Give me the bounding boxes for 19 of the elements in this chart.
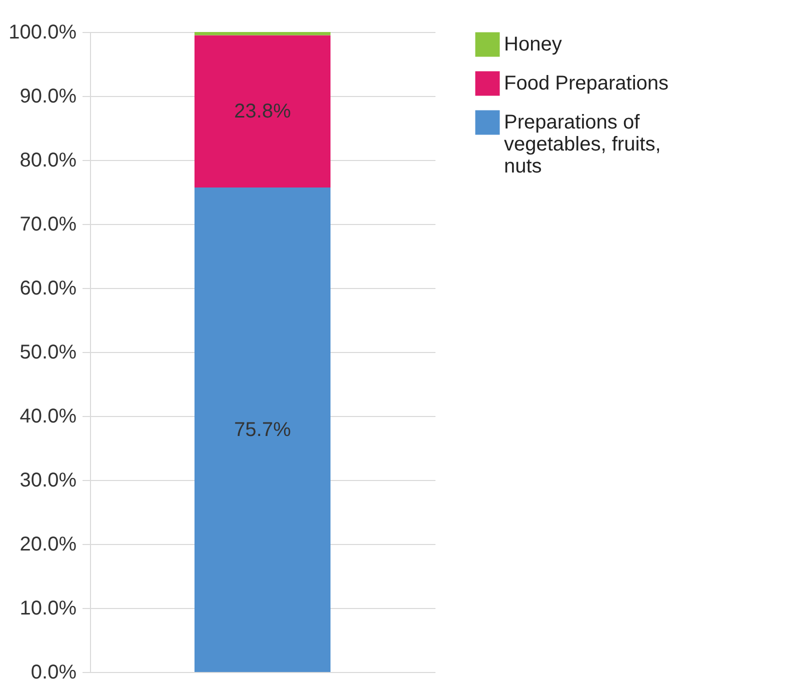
- y-tick-label: 30.0%: [20, 470, 77, 492]
- y-tick-label: 40.0%: [20, 406, 77, 428]
- y-tick-label: 60.0%: [20, 278, 77, 300]
- y-tick-label: 20.0%: [20, 534, 77, 556]
- legend-label: Food Preparations: [504, 72, 669, 94]
- data-label: 23.8%: [234, 100, 292, 122]
- bar: [194, 188, 330, 672]
- legend-label: Preparations of vegetables, fruits, nuts: [504, 112, 661, 178]
- y-tick-label: 100.0%: [8, 22, 77, 44]
- data-label: 75.7%: [234, 418, 292, 441]
- bar: [194, 32, 330, 36]
- legend-label: Honey: [504, 34, 562, 56]
- y-tick-label: 50.0%: [20, 342, 77, 364]
- bar: [194, 35, 330, 188]
- y-tick-label: 90.0%: [20, 86, 77, 108]
- y-tick-label: 80.0%: [20, 150, 77, 172]
- y-tick-label: 10.0%: [20, 598, 77, 620]
- y-tick-label: 70.0%: [20, 214, 77, 236]
- y-tick-label: 0.0%: [30, 662, 77, 684]
